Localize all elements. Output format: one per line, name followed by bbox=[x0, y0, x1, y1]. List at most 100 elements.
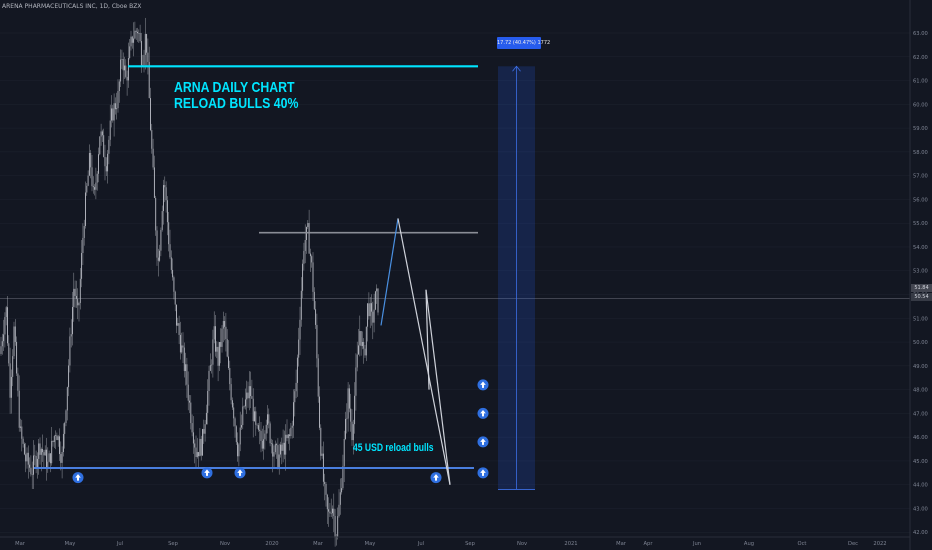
symbol-label: ARENA PHARMACEUTICALS INC, 1D, Cboe BZX bbox=[2, 3, 142, 10]
candle-body bbox=[183, 347, 185, 372]
candle-body bbox=[261, 440, 263, 449]
candle-body bbox=[10, 376, 12, 398]
up-arrow-icon bbox=[72, 472, 84, 484]
candle-body bbox=[339, 492, 341, 505]
candle-body bbox=[83, 225, 85, 238]
y-tick-label: 55.00 bbox=[913, 221, 928, 227]
candle-body bbox=[174, 291, 176, 305]
candle-body bbox=[337, 516, 339, 537]
reload-annotation: 45 USD reload bulls bbox=[353, 442, 434, 454]
candle-body bbox=[368, 303, 370, 317]
level-lines bbox=[34, 65, 478, 470]
candle-body bbox=[152, 148, 154, 168]
candle-body bbox=[235, 426, 237, 443]
projection-short-line bbox=[425, 289, 430, 390]
candle-body bbox=[270, 443, 272, 444]
candle-body bbox=[242, 406, 244, 426]
candle-body bbox=[72, 307, 73, 335]
candle-body bbox=[88, 152, 90, 176]
candle-body bbox=[79, 278, 81, 303]
candle-body bbox=[82, 237, 84, 254]
candle-body bbox=[226, 339, 228, 357]
up-arrow-icon bbox=[234, 467, 246, 479]
projection-long-line bbox=[425, 289, 451, 485]
candle-body bbox=[333, 508, 335, 517]
candle-body bbox=[111, 108, 112, 121]
candle-body bbox=[352, 424, 354, 441]
candle-body bbox=[328, 509, 330, 512]
candle-body bbox=[203, 429, 205, 434]
candle-body bbox=[178, 323, 180, 335]
candle-body bbox=[104, 156, 106, 167]
up-arrow-icon bbox=[477, 407, 489, 419]
candle-body bbox=[181, 345, 183, 353]
candle-body bbox=[17, 373, 19, 391]
candle-body bbox=[306, 227, 307, 241]
price-axis: 42.00 43.00 44.00 45.00 46.00 47.00 48.00 49.00… bbox=[909, 0, 928, 550]
candle-body bbox=[179, 334, 181, 353]
measure-tool bbox=[498, 65, 535, 490]
candle-body bbox=[296, 357, 298, 383]
y-tick-label: 50.00 bbox=[913, 340, 928, 346]
annotation-line-1: ARNA DAILY CHART bbox=[174, 79, 295, 96]
candle-body bbox=[199, 438, 201, 457]
candle-body bbox=[68, 365, 70, 388]
candle-body bbox=[360, 331, 362, 347]
up-arrow-icon bbox=[477, 379, 489, 391]
candle-body bbox=[320, 427, 322, 456]
candle-body bbox=[345, 418, 346, 439]
x-tick-label: 2022 bbox=[873, 541, 886, 547]
candle-body bbox=[129, 46, 131, 59]
x-tick-label: Jun bbox=[692, 541, 701, 547]
candle-body bbox=[139, 32, 141, 42]
candle-body bbox=[239, 427, 241, 445]
candle-body bbox=[125, 65, 127, 77]
y-tick-label: 51.00 bbox=[913, 316, 928, 322]
up-arrow-glyph bbox=[237, 469, 243, 476]
candle-body bbox=[263, 439, 265, 449]
candle-body bbox=[369, 303, 371, 317]
candle-body bbox=[173, 277, 175, 292]
candle-body bbox=[248, 386, 250, 399]
candle-body bbox=[53, 435, 55, 443]
x-tick-label: Apr bbox=[644, 541, 654, 547]
candle-body bbox=[229, 368, 231, 385]
candle-body bbox=[25, 454, 27, 462]
candle-body bbox=[12, 356, 14, 377]
candle-body bbox=[39, 443, 41, 455]
candle-body bbox=[36, 458, 38, 468]
candle-body bbox=[289, 434, 291, 437]
candle-body bbox=[319, 396, 320, 428]
candle-body bbox=[311, 256, 313, 263]
up-arrow-icon bbox=[201, 467, 213, 479]
candle-body bbox=[283, 442, 285, 455]
candle-body bbox=[121, 59, 123, 60]
candle-body bbox=[308, 223, 310, 254]
candle-body bbox=[99, 136, 101, 155]
candle-body bbox=[182, 345, 184, 348]
candle-body bbox=[26, 452, 28, 462]
candle-body bbox=[153, 167, 155, 198]
candle-body bbox=[220, 342, 222, 347]
up-arrow-glyph bbox=[75, 474, 81, 481]
candle-body bbox=[57, 436, 59, 441]
candle-body bbox=[350, 408, 352, 422]
candle-body bbox=[287, 434, 289, 439]
projection-drop-line bbox=[397, 218, 451, 485]
candle-body bbox=[211, 364, 213, 366]
candle-body bbox=[124, 65, 125, 71]
candle-body bbox=[317, 358, 319, 397]
candle-body bbox=[241, 425, 242, 428]
candle-body bbox=[252, 398, 254, 422]
candle-body bbox=[330, 513, 332, 514]
candle-body bbox=[16, 341, 18, 374]
candle-body bbox=[347, 388, 349, 419]
candle-body bbox=[157, 257, 159, 261]
x-tick-label: Mar bbox=[15, 541, 26, 547]
candle-body bbox=[224, 321, 226, 327]
close-price: 50.54 bbox=[914, 294, 929, 300]
candle-body bbox=[329, 511, 331, 514]
candle-body bbox=[233, 407, 235, 419]
candle-body bbox=[254, 411, 255, 422]
